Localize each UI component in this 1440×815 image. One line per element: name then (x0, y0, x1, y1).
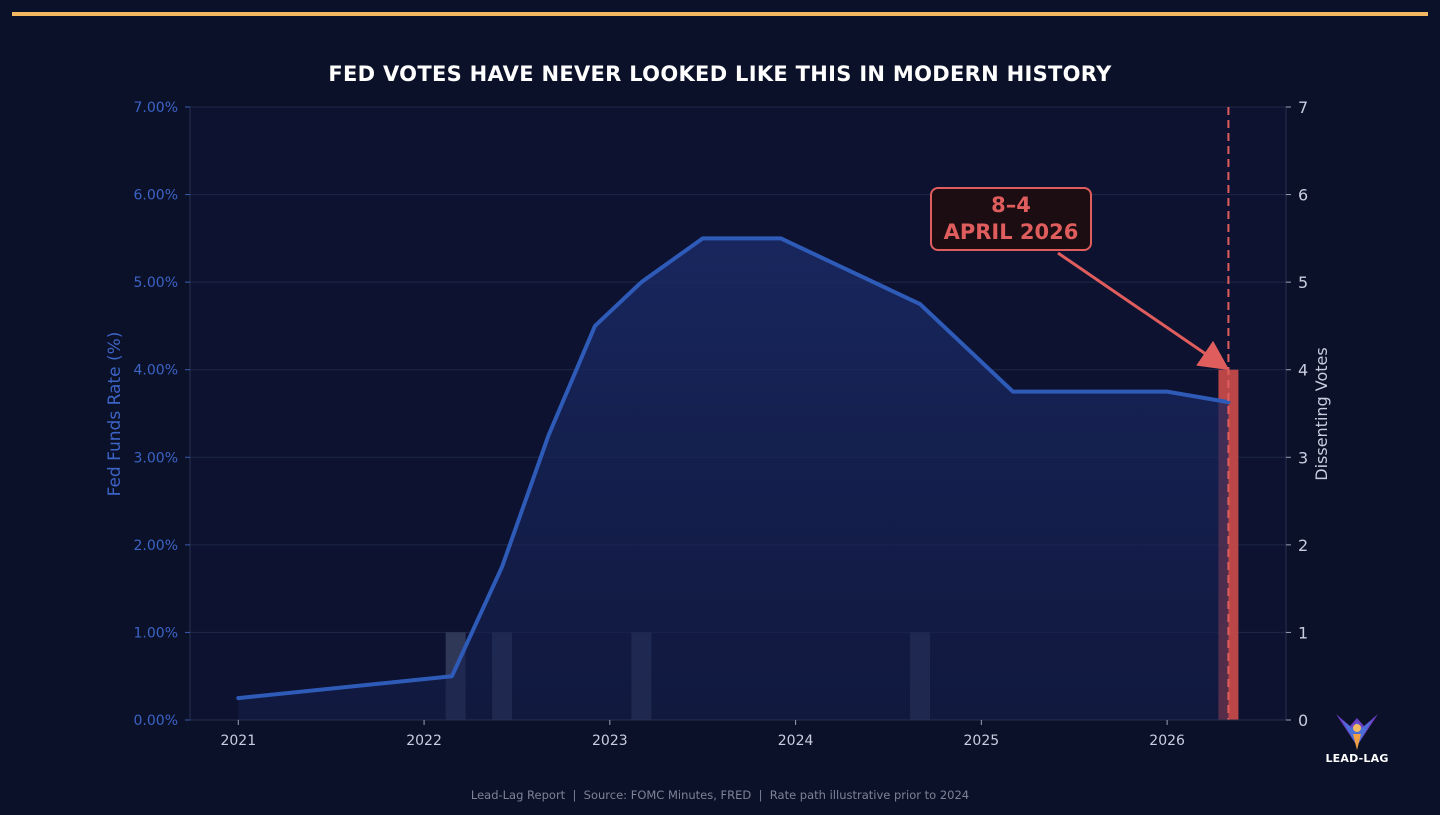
y-tick-label-6: 6.00% (134, 188, 178, 204)
x-tick-label-5: 2026 (1149, 733, 1185, 749)
y-tick-label-1: 1.00% (134, 625, 178, 641)
logo: LEAD-LAG (1322, 708, 1392, 772)
annotation-line-2: APRIL 2026 (944, 220, 1079, 244)
y2-tick-label-6: 6 (1298, 186, 1308, 205)
x-tick-label-0: 2021 (220, 733, 256, 749)
y-tick-label-7: 7.00% (134, 100, 178, 116)
footer-source: Lead-Lag Report | Source: FOMC Minutes, … (470, 788, 970, 802)
x-tick-label-3: 2024 (778, 733, 814, 749)
y-tick-label-5: 5.00% (134, 275, 178, 291)
annotation-arrow (1057, 251, 1230, 371)
y2-tick-label-7: 7 (1298, 98, 1308, 117)
y2-axis-label: Dissenting Votes (1312, 347, 1331, 480)
x-tick-label-4: 2025 (964, 733, 1000, 749)
annotation-line-1: 8–4 (991, 193, 1031, 217)
y-tick-label-3: 3.00% (134, 450, 178, 466)
annotation-box (930, 187, 1092, 251)
phoenix-logo-icon (1336, 714, 1378, 750)
y2-tick-label-3: 3 (1298, 448, 1308, 467)
y2-tick-label-0: 0 (1298, 711, 1308, 730)
rate-line (236, 236, 1231, 701)
top-accent-rule (12, 12, 1428, 16)
y2-tick-label-2: 2 (1298, 536, 1308, 555)
chart-title: FED VOTES HAVE NEVER LOOKED LIKE THIS IN… (328, 62, 1112, 86)
logo-text: LEAD-LAG (1325, 752, 1389, 765)
x-tick-label-1: 2022 (406, 733, 442, 749)
x-tick-label-2: 2023 (592, 733, 628, 749)
rate-area (238, 238, 1229, 720)
y2-tick-label-1: 1 (1298, 623, 1308, 642)
y2-tick-label-4: 4 (1298, 361, 1308, 380)
y-tick-label-0: 0.00% (134, 713, 178, 729)
y2-tick-label-5: 5 (1298, 273, 1308, 292)
y-tick-label-4: 4.00% (134, 363, 178, 379)
y-tick-label-2: 2.00% (134, 538, 178, 554)
y-axis-label: Fed Funds Rate (%) (105, 332, 125, 497)
